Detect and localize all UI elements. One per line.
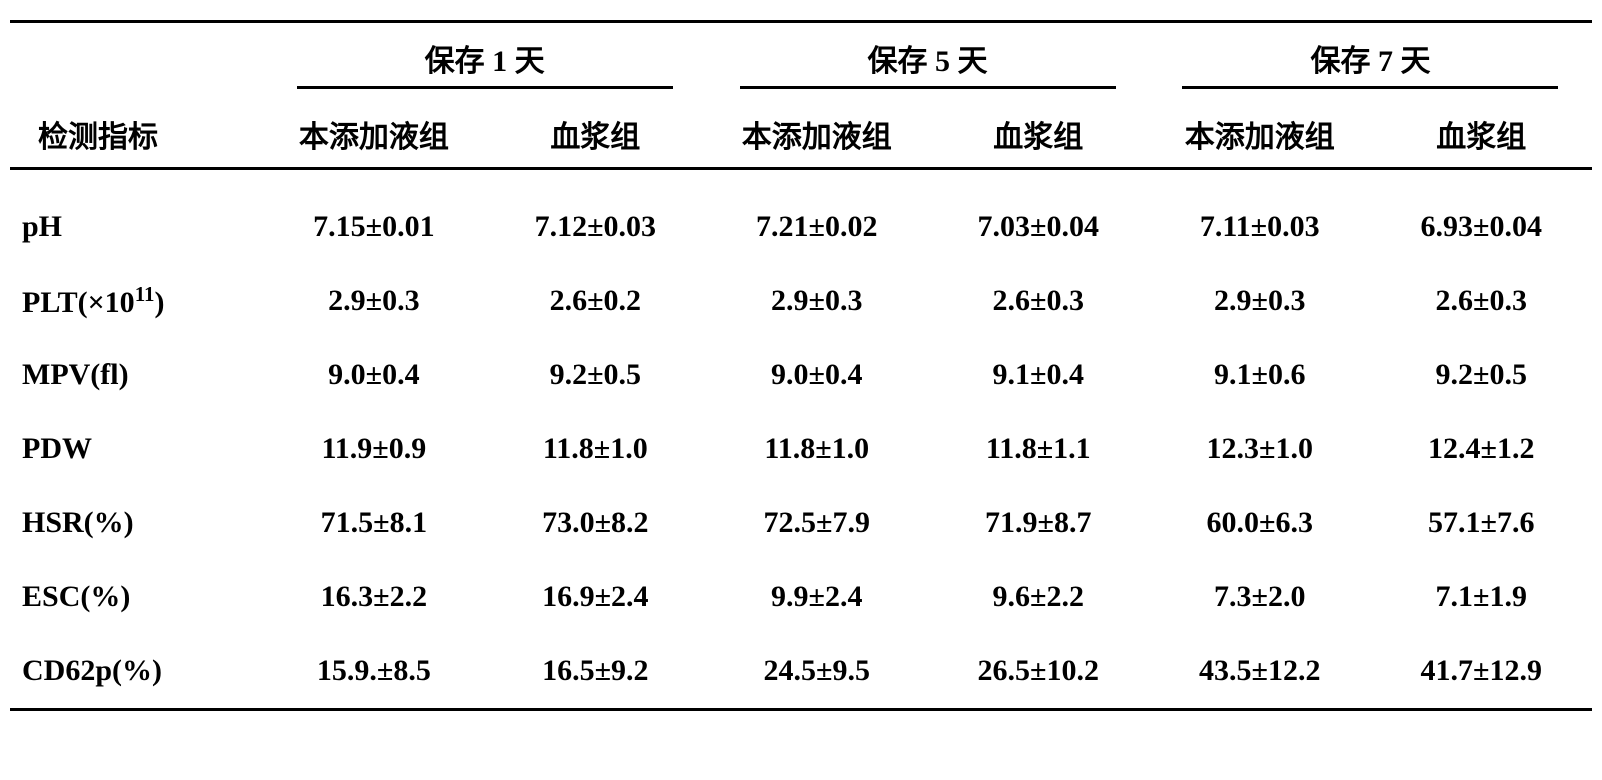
cell-value: 16.9±2.4 <box>485 560 706 634</box>
table-row: pH7.15±0.017.12±0.037.21±0.027.03±0.047.… <box>10 190 1592 264</box>
row-label: ESC(%) <box>10 560 263 634</box>
row-label: MPV(fl) <box>10 338 263 412</box>
row-label: PLT(×1011) <box>10 264 263 338</box>
cell-value: 11.9±0.9 <box>263 412 484 486</box>
data-table: 保存 1 天 保存 5 天 保存 7 天 检测指标 本添加液组 血浆组 本添加液… <box>10 20 1592 711</box>
cell-value: 9.0±0.4 <box>706 338 927 412</box>
cell-value: 9.9±2.4 <box>706 560 927 634</box>
cell-value: 12.4±1.2 <box>1370 412 1592 486</box>
group-title-day5: 保存 5 天 <box>740 36 1116 89</box>
table-row: PLT(×1011)2.9±0.32.6±0.22.9±0.32.6±0.32.… <box>10 264 1592 338</box>
cell-value: 9.2±0.5 <box>1370 338 1592 412</box>
subheader-d5-additive: 本添加液组 <box>706 101 927 169</box>
row-label: CD62p(%) <box>10 634 263 710</box>
subheader-d5-plasma: 血浆组 <box>928 101 1149 169</box>
cell-value: 16.3±2.2 <box>263 560 484 634</box>
cell-value: 7.15±0.01 <box>263 190 484 264</box>
mid-rule <box>10 169 1592 191</box>
cell-value: 60.0±6.3 <box>1149 486 1370 560</box>
cell-value: 11.8±1.0 <box>706 412 927 486</box>
cell-value: 7.1±1.9 <box>1370 560 1592 634</box>
cell-value: 26.5±10.2 <box>928 634 1149 710</box>
cell-value: 12.3±1.0 <box>1149 412 1370 486</box>
table-row: ESC(%)16.3±2.216.9±2.49.9±2.49.6±2.27.3±… <box>10 560 1592 634</box>
cell-value: 57.1±7.6 <box>1370 486 1592 560</box>
row-label: PDW <box>10 412 263 486</box>
cell-value: 9.2±0.5 <box>485 338 706 412</box>
cell-value: 9.0±0.4 <box>263 338 484 412</box>
group-header-day1: 保存 1 天 <box>263 22 706 102</box>
group-header-day7: 保存 7 天 <box>1149 22 1592 102</box>
table-row: HSR(%)71.5±8.173.0±8.272.5±7.971.9±8.760… <box>10 486 1592 560</box>
cell-value: 24.5±9.5 <box>706 634 927 710</box>
table-header: 保存 1 天 保存 5 天 保存 7 天 检测指标 本添加液组 血浆组 本添加液… <box>10 22 1592 191</box>
cell-value: 73.0±8.2 <box>485 486 706 560</box>
sub-header-row: 检测指标 本添加液组 血浆组 本添加液组 血浆组 本添加液组 血浆组 <box>10 101 1592 169</box>
group-header-row: 保存 1 天 保存 5 天 保存 7 天 <box>10 22 1592 102</box>
row-label: pH <box>10 190 263 264</box>
cell-value: 9.1±0.4 <box>928 338 1149 412</box>
cell-value: 16.5±9.2 <box>485 634 706 710</box>
cell-value: 11.8±1.1 <box>928 412 1149 486</box>
table-row: CD62p(%)15.9.±8.516.5±9.224.5±9.526.5±10… <box>10 634 1592 710</box>
cell-value: 71.9±8.7 <box>928 486 1149 560</box>
row-label-header: 检测指标 <box>10 101 263 169</box>
cell-value: 72.5±7.9 <box>706 486 927 560</box>
cell-value: 2.6±0.3 <box>1370 264 1592 338</box>
header-blank <box>10 22 263 102</box>
cell-value: 2.6±0.2 <box>485 264 706 338</box>
cell-value: 7.3±2.0 <box>1149 560 1370 634</box>
cell-value: 9.1±0.6 <box>1149 338 1370 412</box>
page: 保存 1 天 保存 5 天 保存 7 天 检测指标 本添加液组 血浆组 本添加液… <box>0 0 1602 780</box>
cell-value: 7.11±0.03 <box>1149 190 1370 264</box>
table-row: MPV(fl)9.0±0.49.2±0.59.0±0.49.1±0.49.1±0… <box>10 338 1592 412</box>
subheader-d1-additive: 本添加液组 <box>263 101 484 169</box>
cell-value: 71.5±8.1 <box>263 486 484 560</box>
cell-value: 6.93±0.04 <box>1370 190 1592 264</box>
cell-value: 2.6±0.3 <box>928 264 1149 338</box>
cell-value: 11.8±1.0 <box>485 412 706 486</box>
table-row: PDW11.9±0.911.8±1.011.8±1.011.8±1.112.3±… <box>10 412 1592 486</box>
subheader-d7-plasma: 血浆组 <box>1370 101 1592 169</box>
cell-value: 7.12±0.03 <box>485 190 706 264</box>
table-body: pH7.15±0.017.12±0.037.21±0.027.03±0.047.… <box>10 190 1592 710</box>
cell-value: 7.03±0.04 <box>928 190 1149 264</box>
group-title-day1: 保存 1 天 <box>297 36 673 89</box>
cell-value: 41.7±12.9 <box>1370 634 1592 710</box>
cell-value: 2.9±0.3 <box>1149 264 1370 338</box>
cell-value: 2.9±0.3 <box>706 264 927 338</box>
group-title-day7: 保存 7 天 <box>1182 36 1558 89</box>
cell-value: 2.9±0.3 <box>263 264 484 338</box>
cell-value: 15.9.±8.5 <box>263 634 484 710</box>
cell-value: 7.21±0.02 <box>706 190 927 264</box>
group-header-day5: 保存 5 天 <box>706 22 1149 102</box>
cell-value: 9.6±2.2 <box>928 560 1149 634</box>
subheader-d1-plasma: 血浆组 <box>485 101 706 169</box>
row-label: HSR(%) <box>10 486 263 560</box>
subheader-d7-additive: 本添加液组 <box>1149 101 1370 169</box>
cell-value: 43.5±12.2 <box>1149 634 1370 710</box>
